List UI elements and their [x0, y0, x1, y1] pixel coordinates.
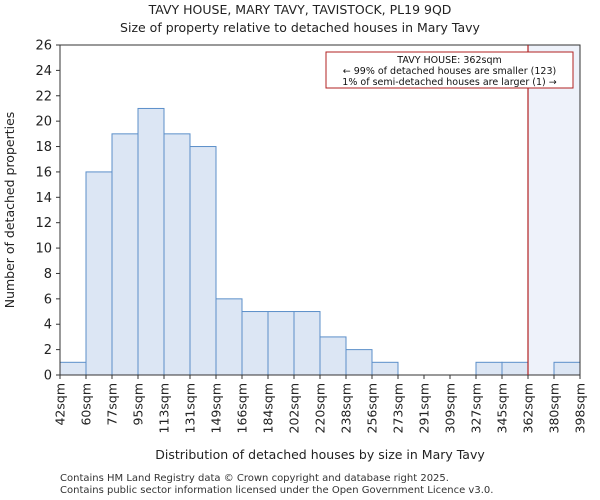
x-tick-label: 362sqm — [521, 383, 536, 433]
y-tick-label: 2 — [44, 343, 52, 358]
x-tick-label: 131sqm — [183, 383, 198, 433]
histogram-bar — [137, 107, 165, 376]
histogram-bar — [85, 171, 113, 376]
x-tick-label: 291sqm — [417, 383, 432, 433]
x-tick-label: 95sqm — [131, 383, 146, 426]
chart-subtitle: Size of property relative to detached ho… — [120, 20, 480, 35]
y-tick-label: 18 — [35, 140, 52, 155]
y-tick-label: 26 — [35, 39, 52, 54]
annotation-box — [325, 51, 574, 89]
histogram-bar — [215, 298, 243, 376]
footer-licence: Contains public sector information licen… — [60, 485, 494, 496]
y-tick-label: 22 — [35, 89, 52, 104]
x-tick-label: 309sqm — [443, 383, 458, 433]
histogram-bar — [371, 361, 399, 376]
histogram-bar — [163, 133, 191, 376]
x-tick-label: 256sqm — [365, 383, 380, 433]
y-tick-label: 4 — [44, 318, 52, 333]
highlight-region — [528, 45, 580, 375]
histogram-bar — [345, 349, 373, 376]
x-tick-label: 202sqm — [287, 383, 302, 433]
annotation-line: ← 99% of detached houses are smaller (12… — [343, 66, 556, 77]
x-axis-label: Distribution of detached houses by size … — [155, 447, 485, 462]
histogram-bar — [267, 311, 295, 376]
x-tick-label: 113sqm — [157, 383, 172, 433]
x-tick-label: 60sqm — [79, 383, 94, 426]
footer-copyright: Contains HM Land Registry data © Crown c… — [60, 473, 449, 484]
x-tick-label: 273sqm — [391, 383, 406, 433]
histogram-bar — [475, 361, 503, 376]
x-tick-label: 238sqm — [339, 383, 354, 433]
histogram-bar — [501, 361, 529, 376]
x-tick-label: 166sqm — [235, 383, 250, 433]
annotation-line: TAVY HOUSE: 362sqm — [396, 55, 501, 66]
x-tick-label: 77sqm — [105, 383, 120, 426]
y-tick-label: 12 — [35, 216, 52, 231]
histogram-bar — [111, 133, 139, 376]
annotation-line: 1% of semi-detached houses are larger (1… — [342, 77, 556, 88]
y-tick-label: 6 — [44, 292, 52, 307]
y-axis-label: Number of detached properties — [2, 112, 17, 309]
x-tick-label: 184sqm — [261, 383, 276, 433]
histogram-bar — [241, 311, 269, 376]
histogram-bar — [293, 311, 321, 376]
y-tick-label: 8 — [44, 267, 52, 282]
x-tick-label: 149sqm — [209, 383, 224, 433]
x-tick-label: 327sqm — [469, 383, 484, 433]
histogram-bar — [59, 361, 87, 376]
histogram-bar — [319, 336, 347, 376]
y-tick-label: 10 — [35, 242, 52, 257]
x-tick-label: 42sqm — [53, 383, 68, 426]
y-tick-label: 14 — [35, 191, 52, 206]
y-tick-label: 24 — [35, 64, 52, 79]
y-tick-label: 16 — [35, 165, 52, 180]
histogram-bar — [553, 361, 581, 376]
chart-title: TAVY HOUSE, MARY TAVY, TAVISTOCK, PL19 9… — [148, 2, 452, 17]
x-tick-label: 220sqm — [313, 383, 328, 433]
x-tick-label: 380sqm — [547, 383, 562, 433]
y-tick-label: 20 — [35, 115, 52, 130]
y-tick-label: 0 — [44, 369, 52, 384]
x-tick-label: 398sqm — [573, 383, 588, 433]
histogram-bar — [189, 146, 217, 376]
x-tick-label: 345sqm — [495, 383, 510, 433]
